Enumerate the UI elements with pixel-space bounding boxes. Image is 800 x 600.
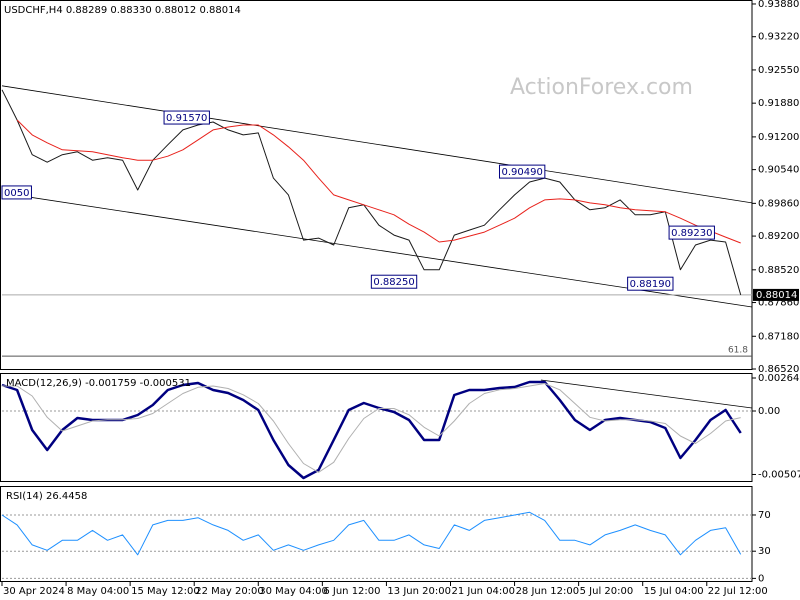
x-tick-label: 13 Jun 20:00 — [387, 586, 451, 597]
x-tick-label: 22 Jul 12:00 — [708, 586, 768, 597]
x-tick-label: 28 Jun 12:00 — [516, 586, 580, 597]
panel-frame — [0, 486, 753, 582]
y-tick-label: 0.93880 — [758, 0, 799, 10]
annotation-box — [163, 110, 210, 125]
trendline — [1, 85, 753, 204]
panel-title: MACD(12,26,9) -0.001759 -0.000531 — [6, 378, 191, 389]
panel-title: USDCHF,H4 0.88289 0.88330 0.88012 0.8801… — [4, 5, 241, 16]
watermark: ActionForex.com — [510, 75, 693, 100]
panel-frame — [0, 373, 753, 482]
x-tick-label: 30 May 04:00 — [259, 586, 328, 597]
price-tag — [753, 288, 799, 301]
x-tick-label: 15 Jul 04:00 — [644, 586, 704, 597]
x-tick-label: 15 May 12:00 — [131, 586, 200, 597]
x-tick-label: 21 Jun 04:00 — [451, 586, 515, 597]
y-tick-label: 0.91200 — [758, 132, 799, 143]
annotation-box — [370, 274, 418, 289]
y-tick-label: 0 — [758, 573, 764, 584]
x-tick-label: 22 May 20:00 — [195, 586, 264, 597]
x-tick-label: 6 Jun 12:00 — [323, 586, 380, 597]
y-tick-label: 0.00264 — [758, 373, 799, 384]
annotation-label: 0.89230 — [671, 228, 712, 239]
annotation-label: 0.88250 — [373, 277, 414, 288]
y-tick-label: 0.92550 — [758, 65, 799, 76]
y-tick-label: 30 — [758, 546, 771, 557]
series-line — [1, 511, 742, 556]
y-tick-label: 0.86520 — [758, 364, 799, 375]
trendline — [1, 192, 753, 308]
annotation-label: 0.88190 — [630, 279, 671, 290]
panel-title: RSI(14) 26.4458 — [6, 491, 87, 502]
panel-frame — [0, 0, 753, 370]
y-tick-label: 0.88520 — [758, 265, 799, 276]
annotation-label: 0.90490 — [501, 167, 542, 178]
trendline — [540, 379, 753, 409]
annotation-box — [627, 276, 674, 291]
series-line — [1, 380, 742, 480]
x-tick-label: 8 May 04:00 — [67, 586, 129, 597]
y-tick-label: -0.005077 — [758, 469, 800, 480]
annotation-label: 0050 — [4, 188, 29, 199]
y-tick-label: 70 — [758, 510, 771, 521]
y-tick-label: 0.87860 — [758, 298, 799, 309]
annotation-box — [668, 225, 715, 240]
annotation-label: 0.91570 — [166, 113, 207, 124]
y-tick-label: 0.91880 — [758, 98, 799, 109]
series-line — [1, 89, 742, 296]
annotation-box — [498, 164, 546, 179]
y-tick-label: 0.89200 — [758, 231, 799, 242]
y-tick-label: 0.87180 — [758, 331, 799, 342]
series-line — [16, 119, 741, 244]
annotation-box — [1, 185, 32, 200]
x-tick-label: 30 Apr 2024 — [3, 586, 65, 597]
y-tick-label: 0.00 — [758, 406, 780, 417]
x-tick-label: 5 Jul 20:00 — [580, 586, 634, 597]
y-tick-label: 0.90540 — [758, 165, 799, 176]
price-tag-label: 0.88014 — [756, 290, 797, 301]
y-tick-label: 0.89860 — [758, 198, 799, 209]
series-line — [2, 383, 741, 473]
level-label: 61.8 — [728, 346, 748, 356]
y-tick-label: 0.93220 — [758, 32, 799, 43]
